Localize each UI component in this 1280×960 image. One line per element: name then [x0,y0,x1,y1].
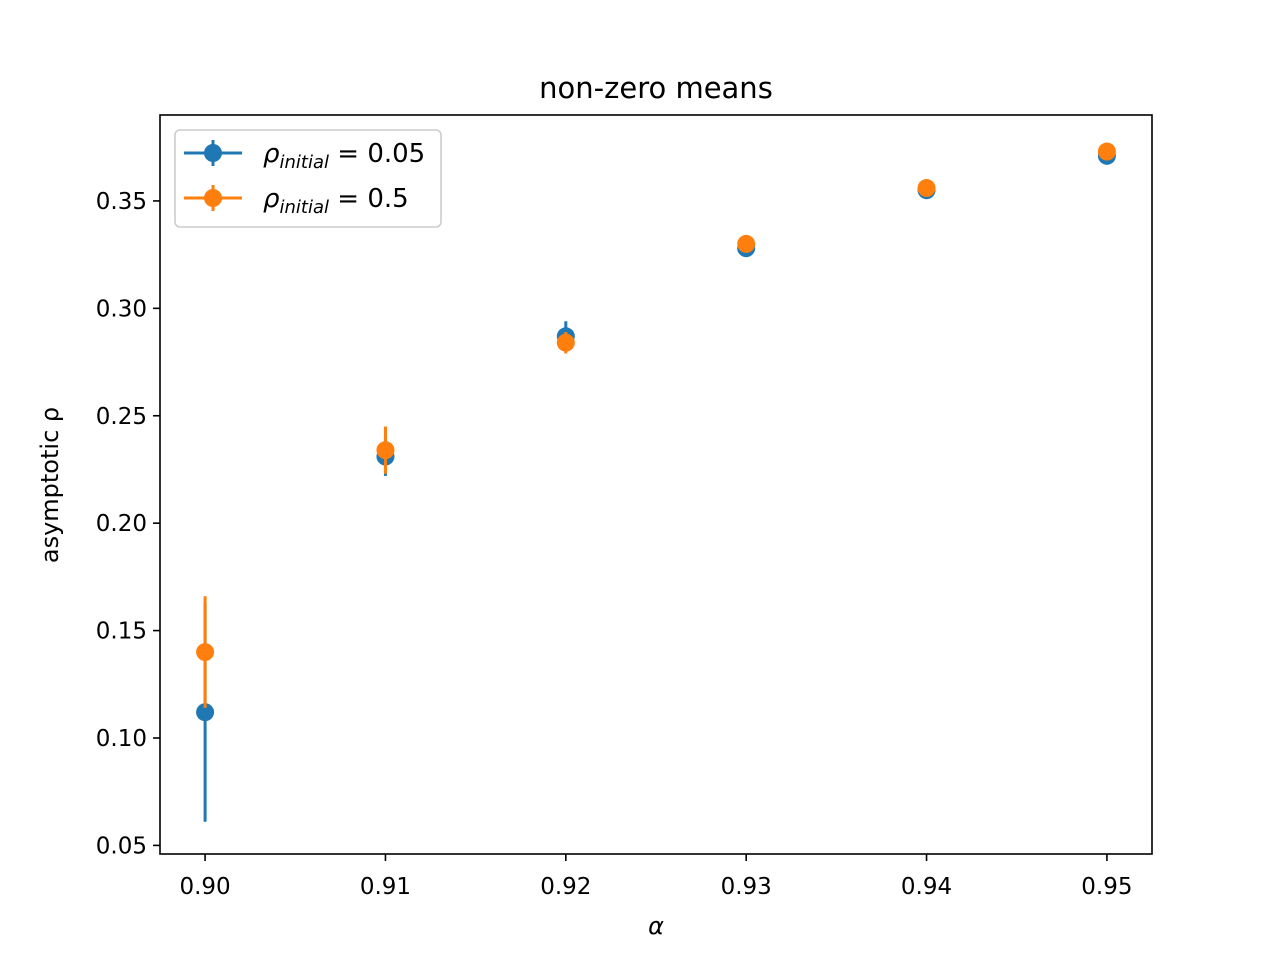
y-axis-label: asymptotic ρ [36,407,64,563]
data-point [556,333,575,352]
y-tick-label: 0.10 [96,726,147,752]
x-tick-label: 0.92 [540,874,591,900]
legend-label: ρinitial = 0.05 [263,139,425,173]
data-point [1097,142,1116,161]
x-tick-label: 0.95 [1081,874,1132,900]
data-point [737,234,756,253]
legend: ρinitial = 0.05 ρinitial = 0.5 [174,129,442,228]
x-axis: 0.90 0.91 0.92 0.93 0.94 0.95 [179,854,1133,900]
x-tick-label: 0.94 [901,874,952,900]
legend-marker [204,144,222,162]
data-point [196,643,215,662]
data-point [196,703,215,722]
legend-label: ρinitial = 0.5 [263,184,409,218]
data-point [376,441,395,460]
plot-marks [196,142,1116,822]
series-0 [196,146,1116,822]
plot-frame [159,114,1153,855]
y-tick-label: 0.05 [96,833,147,859]
y-tick-label: 0.25 [96,404,147,430]
x-tick-label: 0.93 [721,874,772,900]
data-point [917,179,936,198]
series-1 [196,142,1116,708]
y-tick-label: 0.30 [96,296,147,322]
chart-title: non-zero means [539,71,773,105]
y-axis: 0.05 0.10 0.15 0.20 0.25 0.30 0.35 [96,189,160,859]
y-tick-label: 0.15 [96,619,147,645]
y-tick-label: 0.35 [96,189,147,215]
y-tick-label: 0.20 [96,511,147,537]
x-axis-label: α [648,912,664,940]
x-tick-label: 0.91 [360,874,411,900]
x-tick-label: 0.90 [179,874,230,900]
legend-marker [204,189,222,207]
